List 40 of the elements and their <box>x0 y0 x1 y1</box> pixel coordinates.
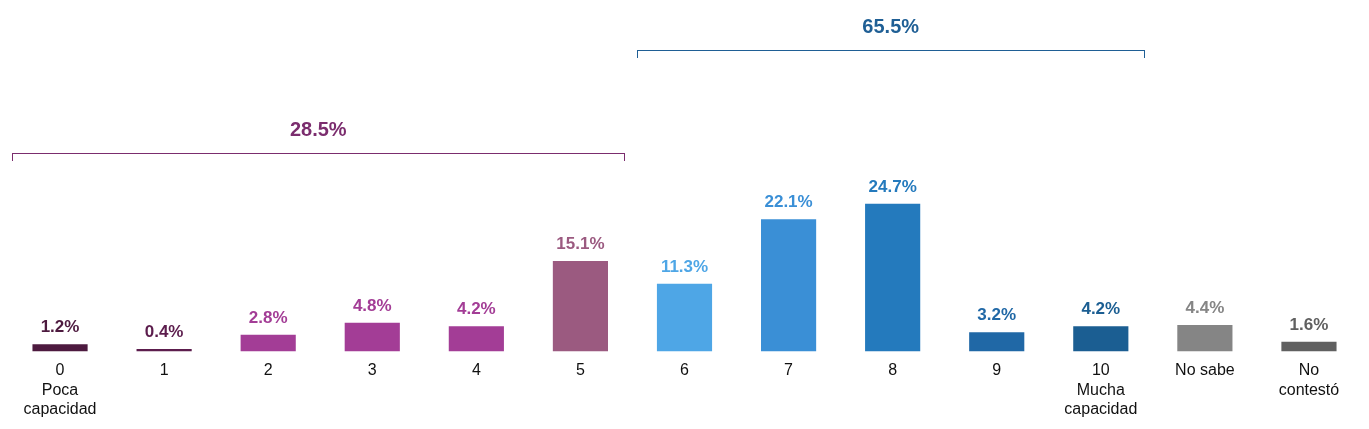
x-tick-label: 6 <box>680 361 690 379</box>
bar <box>761 219 817 352</box>
text: 28.5% <box>289 117 347 140</box>
bar <box>240 334 296 352</box>
data-label: 0.4% <box>144 322 184 342</box>
data-label: 1.2% <box>40 317 80 337</box>
bar <box>1281 341 1337 352</box>
x-tick-label: 10 Mucha capacidad <box>1064 361 1138 417</box>
data-label: 3.2% <box>977 305 1017 325</box>
bar <box>865 203 921 352</box>
x-tick-label: 9 <box>992 361 1002 379</box>
data-label: 2.8% <box>248 307 288 327</box>
bar <box>656 283 713 352</box>
x-tick-label: 5 <box>575 361 585 379</box>
x-tick-label: 4 <box>471 361 481 379</box>
bar <box>969 332 1025 352</box>
bar <box>344 322 400 352</box>
data-label: 4.8% <box>352 295 392 315</box>
x-tick-label: 7 <box>784 361 794 379</box>
x-tick-label: 0 Poca capacidad <box>23 361 97 417</box>
data-label: 11.3% <box>660 257 709 277</box>
data-label: 15.1% <box>556 234 605 254</box>
x-tick-label: 8 <box>888 361 898 379</box>
bar <box>1073 326 1129 352</box>
x-tick-label: No sabe <box>1175 361 1235 379</box>
data-label: 1.6% <box>1289 315 1329 335</box>
text: 65.5% <box>862 14 920 37</box>
data-label: 22.1% <box>764 192 813 212</box>
data-label: 4.2% <box>456 299 496 319</box>
bar <box>448 326 504 352</box>
bar <box>32 344 88 352</box>
data-label: 4.2% <box>1081 299 1121 319</box>
x-tick-label: 2 <box>263 361 273 379</box>
data-label: 24.7% <box>868 176 917 196</box>
x-tick-label: 1 <box>159 361 169 379</box>
x-tick-label: 3 <box>367 361 377 379</box>
data-label: 4.4% <box>1185 298 1225 318</box>
bar <box>1177 325 1233 352</box>
bar <box>552 261 608 352</box>
x-tick-label: No contestó <box>1278 361 1340 398</box>
